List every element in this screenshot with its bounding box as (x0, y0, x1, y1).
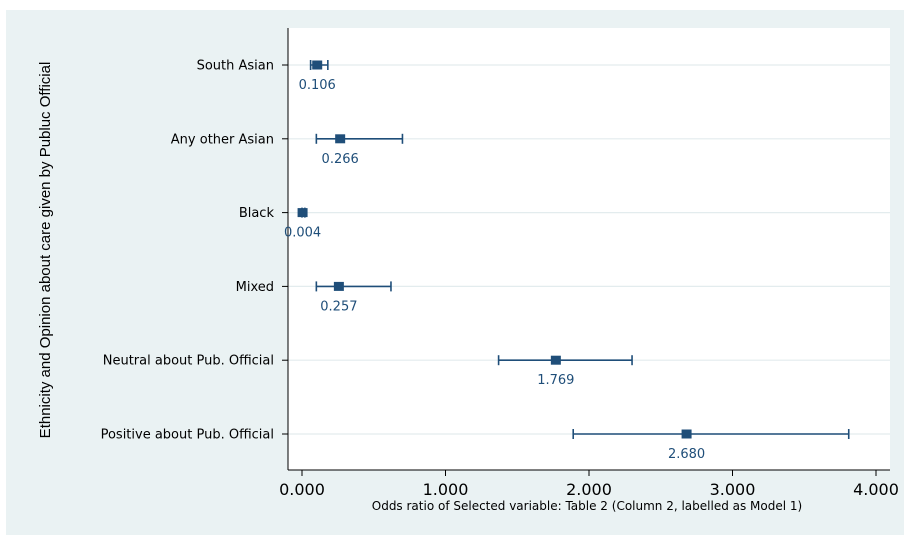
point-marker (681, 429, 692, 439)
y-axis-label: Ethnicity and Opinion about care given b… (37, 62, 54, 439)
x-tick-label: 3.000 (710, 480, 756, 499)
point-marker (335, 134, 346, 144)
category-label: Any other Asian (171, 132, 274, 147)
value-label: 0.106 (299, 78, 336, 93)
axis-layer (282, 28, 890, 476)
category-label: Positive about Pub. Official (101, 428, 274, 443)
x-tick-label: 1.000 (423, 480, 469, 499)
plot-area (288, 28, 890, 470)
x-tick-label: 4.000 (853, 480, 899, 499)
point-marker (312, 60, 323, 70)
category-label: Black (239, 206, 275, 221)
category-label: Mixed (236, 280, 274, 295)
value-label: 0.266 (322, 152, 359, 167)
label-layer: 0.000 1.000 2.000 3.000 4.000 South Asian 0.10… (101, 59, 899, 500)
category-label: Neutral about Pub. Official (103, 354, 274, 369)
mark-layer (297, 60, 850, 439)
category-label: South Asian (197, 59, 274, 74)
x-axis-label: Odds ratio of Selected variable: Table 2… (372, 499, 802, 513)
x-tick-label: 2.000 (566, 480, 612, 499)
x-tick-label: 0.000 (279, 480, 325, 499)
value-label: 0.004 (284, 226, 321, 241)
point-marker (297, 208, 308, 218)
value-label: 1.769 (537, 373, 574, 388)
value-label: 0.257 (320, 299, 357, 314)
point-marker (550, 355, 561, 365)
value-label: 2.680 (668, 447, 705, 462)
point-marker (333, 281, 344, 291)
